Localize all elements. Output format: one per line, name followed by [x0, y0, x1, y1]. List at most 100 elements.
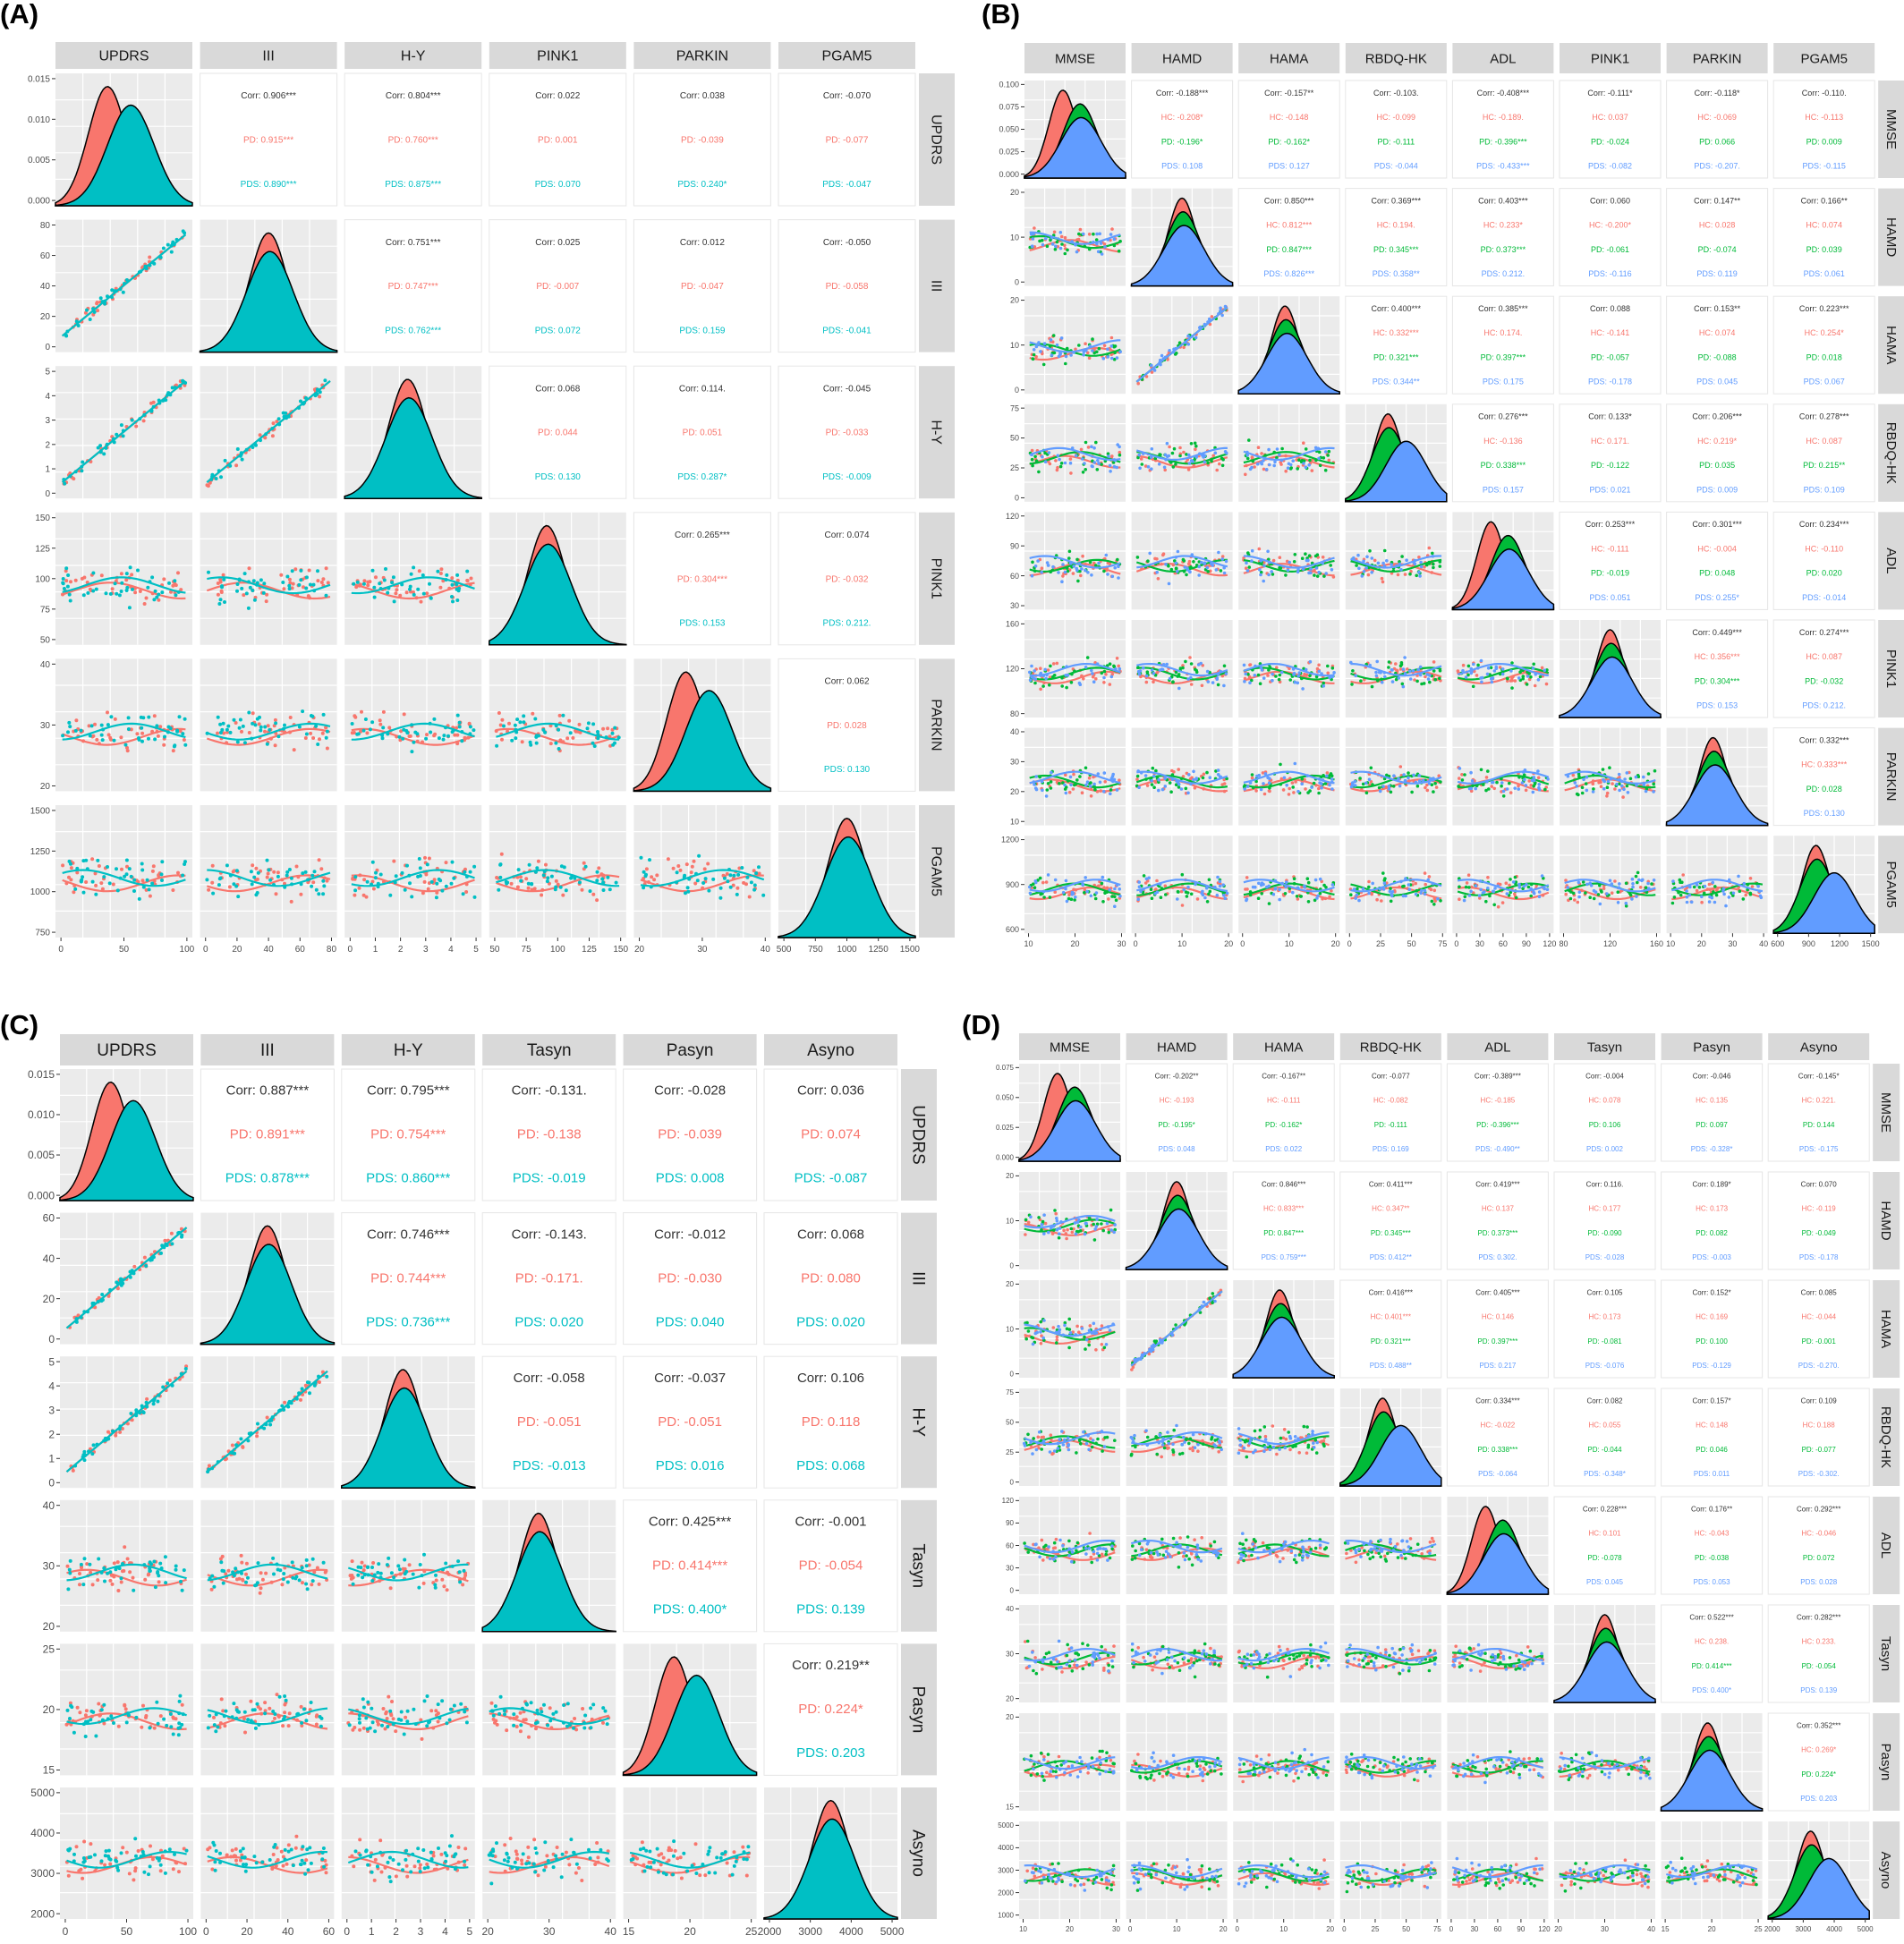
scatter-point [99, 881, 104, 886]
scatter-point [744, 882, 748, 887]
scatter-point [207, 1464, 211, 1468]
scatter-point [218, 722, 223, 726]
scatter-point [73, 578, 78, 582]
scatter-point [357, 1713, 361, 1718]
scatter-point [362, 579, 367, 583]
scatter-point [304, 1558, 309, 1562]
scatter-point [96, 309, 100, 313]
scatter-point [1313, 878, 1318, 882]
scatter-point [227, 885, 232, 889]
corr-value: PD: -0.396*** [1479, 137, 1527, 146]
scatter-point [158, 725, 163, 729]
scatter-point [1470, 779, 1475, 783]
scatter-point [76, 324, 81, 327]
scatter-point [1101, 900, 1105, 904]
scatter-point [438, 585, 443, 590]
scatter-point [1220, 555, 1225, 558]
scatter-point [425, 1694, 429, 1698]
scatter-point [457, 725, 462, 729]
scatter-point [516, 868, 521, 872]
corr-value: PDS: 0.860*** [366, 1171, 450, 1186]
scatter-point [527, 1735, 531, 1739]
corr-value: Corr: 0.887*** [226, 1083, 310, 1099]
scatter-point [1465, 881, 1469, 885]
scatter-point [1063, 783, 1067, 787]
scatter-point [1153, 556, 1157, 561]
scatter-point [436, 569, 440, 573]
scatter-point [219, 1697, 224, 1702]
scatter-point [176, 1733, 181, 1737]
scatter-point [1322, 883, 1326, 887]
scatter-point [96, 446, 100, 450]
scatter-point [1068, 461, 1073, 465]
scatter-point [381, 1707, 386, 1711]
scatter-point [1186, 334, 1190, 338]
scatter-point [1737, 874, 1740, 879]
scatter-point [1266, 674, 1270, 677]
scatter-point [278, 1568, 283, 1573]
scatter-point [559, 864, 564, 869]
scatter-point [1259, 787, 1263, 792]
scatter-point [1423, 892, 1427, 896]
scatter-point [1169, 790, 1173, 794]
scatter-point [1192, 560, 1195, 564]
scatter-point [1084, 568, 1087, 573]
scatter-point [1721, 887, 1726, 891]
y-tick-label: 0 [1015, 277, 1019, 286]
scatter-point [1137, 885, 1142, 889]
scatter-point [1085, 780, 1090, 784]
scatter-point [1293, 761, 1297, 766]
scatter-point [259, 1571, 263, 1575]
scatter-point [1606, 779, 1611, 784]
x-tick-label: 40 [264, 945, 275, 955]
scatter-point [1416, 667, 1420, 672]
scatter-point [1143, 881, 1148, 885]
scatter-point [89, 724, 94, 728]
scatter-point [381, 709, 386, 714]
x-tick-label: 10 [1024, 939, 1033, 948]
scatter-point [206, 484, 210, 488]
scatter-point [108, 735, 113, 740]
corr-value: Corr: 0.133* [1588, 412, 1632, 421]
scatter-point [402, 727, 406, 732]
scatter-point [167, 1379, 172, 1382]
smooth-line [496, 869, 620, 887]
scatter-point [1544, 682, 1549, 686]
scatter-point [1301, 687, 1305, 691]
scatter-point [1408, 572, 1412, 576]
smooth-line [351, 874, 475, 893]
scatter-point [299, 1397, 302, 1402]
scatter-point [1163, 468, 1167, 472]
scatter-point [1543, 668, 1547, 673]
scatter-point [444, 884, 448, 888]
scatter-point [209, 1587, 214, 1592]
corr-value: PDS: 0.139 [796, 1602, 865, 1617]
scatter-point [380, 1723, 384, 1728]
corr-value: Corr: -0.103. [1373, 89, 1419, 98]
corr-value: PD: -0.047 [681, 282, 724, 292]
scatter-point [1189, 662, 1194, 666]
corr-value: PDS: 0.212. [823, 619, 871, 629]
scatter-point [403, 1558, 407, 1562]
scatter-point [251, 711, 255, 716]
y-tick-label: 60 [40, 251, 51, 261]
scatter-point [510, 738, 514, 743]
scatter-point [259, 578, 263, 582]
scatter-point [156, 734, 160, 738]
scatter-point [1081, 471, 1085, 474]
scatter-point [207, 887, 211, 892]
corr-value: Corr: 0.012 [680, 238, 725, 248]
corr-value: PD: 0.001 [538, 136, 578, 146]
scatter-point [1505, 787, 1509, 791]
scatter-point [1061, 563, 1065, 566]
scatter-point [399, 1710, 404, 1714]
scatter-point [319, 1724, 323, 1728]
scatter-point [1281, 788, 1286, 792]
scatter-point [1031, 560, 1034, 565]
scatter-point [148, 894, 152, 898]
scatter-point [404, 1715, 408, 1719]
scatter-point [287, 1711, 292, 1716]
corr-value: HC: 0.037 [1592, 113, 1628, 122]
scatter-point [1225, 891, 1229, 896]
scatter-point [455, 733, 460, 737]
